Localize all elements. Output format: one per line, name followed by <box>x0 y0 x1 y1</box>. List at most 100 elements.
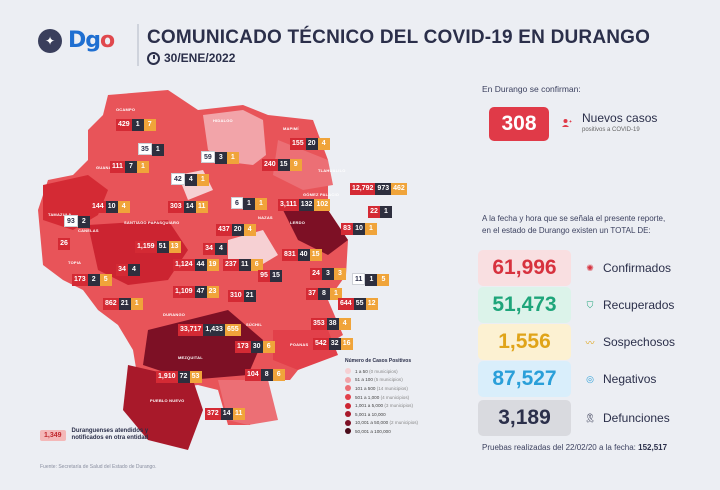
municipio-cases: 3,111 132 102 <box>278 193 331 211</box>
legend-row: 101 a 500 (14 municipios) <box>345 384 455 393</box>
legend-swatch <box>345 419 351 426</box>
active-cell: 15 <box>270 270 282 282</box>
out-of-state-note: 1,349 Duranguenses atendidos y notificad… <box>40 428 148 442</box>
municipio-cases: 59 3 1 <box>201 146 239 164</box>
legend-swatch <box>345 385 351 392</box>
legend-range: 1 a 50 <box>355 368 368 374</box>
legend-range: 5,001 a 10,000 <box>355 411 386 417</box>
active-cell: 32 <box>328 338 341 350</box>
stat-deaths: 3,189 🎗 Defunciones <box>478 400 703 436</box>
legend-row: 10,001 a 50,000 (2 municipios) <box>345 419 455 428</box>
stat-confirmed: 61,996 ✺ Confirmados <box>478 250 703 286</box>
stat-value: 87,527 <box>478 361 571 397</box>
municipio-cases: 144 10 4 <box>90 195 130 213</box>
stat-value: 3,189 <box>478 400 571 436</box>
confirmed-cell: 155 <box>290 138 306 150</box>
confirmed-cell: 303 <box>168 201 184 213</box>
deaths-cell: 11 <box>195 201 208 213</box>
confirmed-cell: 95 <box>258 270 270 282</box>
intro-line: A la fecha y hora que se señala el prese… <box>482 214 666 223</box>
confirmed-cell: 34 <box>116 264 128 276</box>
deaths-cell: 4 <box>243 224 256 236</box>
active-cell: 10 <box>353 223 365 235</box>
active-cell: 11 <box>238 259 251 271</box>
active-cell: 21 <box>118 298 131 310</box>
deaths-cell: 1 <box>365 223 377 235</box>
stat-recovered: 51,473 ⛉ Recuperados <box>478 287 703 323</box>
active-cell: 2 <box>77 216 90 228</box>
active-cell: 55 <box>353 298 366 310</box>
municipio-label: Guanaceví <box>96 165 122 170</box>
legend-row: 51 a 100 (5 municipios) <box>345 376 455 385</box>
legend-range: 101 a 500 <box>355 385 376 391</box>
deaths-cell: 3 <box>334 268 346 280</box>
stat-label: Sospechosos <box>603 335 676 349</box>
deaths-cell: 1 <box>330 288 342 300</box>
municipio-cases: 93 2 <box>64 210 90 228</box>
legend-range: 50,001 a 100,000 <box>355 428 391 434</box>
municipio-cases: 83 10 1 <box>341 217 377 235</box>
note-line: Duranguenses atendidos y <box>71 428 149 434</box>
stat-value: 61,996 <box>478 250 571 286</box>
legend-swatch <box>345 368 351 375</box>
ribbon-icon: 🎗 <box>584 412 596 423</box>
new-cases-value: 308 <box>489 107 549 141</box>
municipio-cases: 35 1 <box>138 138 164 156</box>
municipio-cases: 155 20 4 <box>290 132 330 150</box>
deaths-cell: 9 <box>289 159 302 171</box>
municipio-cases: 34 4 <box>203 237 227 255</box>
intro-line: en el estado de Durango existen un TOTAL… <box>482 226 651 235</box>
active-cell: 7 <box>124 161 137 173</box>
stat-label: Recuperados <box>603 298 675 312</box>
deaths-cell: 5 <box>377 274 390 286</box>
note-line: notificados en otra entidad <box>71 435 149 441</box>
legend-swatch <box>345 376 351 383</box>
confirmed-cell: 1,910 <box>156 371 178 383</box>
municipio-cases: 33,717 1,433 655 <box>178 318 241 336</box>
confirm-heading: En Durango se confirman: <box>482 84 581 94</box>
active-cell: 2 <box>87 274 100 286</box>
deaths-cell: 23 <box>206 286 219 298</box>
stat-label: Defunciones <box>603 411 670 425</box>
legend-note: (4 municipios) <box>380 394 410 400</box>
municipio-cases: 42 4 1 <box>171 168 209 186</box>
confirmed-cell: 1,124 <box>173 259 195 271</box>
durango-map: Ocampo Guanaceví Hidalgo Mapimí Tlahuali… <box>28 80 458 470</box>
confirmed-cell: 6 <box>231 197 243 209</box>
legend-note: (14 municipios) <box>376 385 408 391</box>
deaths-cell: 4 <box>317 138 330 150</box>
legend-range: 1,001 a 5,000 <box>355 403 384 409</box>
municipio-label: Nazas <box>258 215 273 220</box>
legend-row: 1 a 50 (0 municipios) <box>345 367 455 376</box>
map-legend: Número de Casos Positivos 1 a 50 (0 muni… <box>345 358 455 436</box>
deaths-cell: 4 <box>338 318 351 330</box>
confirmed-cell: 11 <box>352 273 366 285</box>
confirmed-cell: 33,717 <box>178 324 204 336</box>
confirmed-cell: 644 <box>338 298 354 310</box>
active-cell: 21 <box>243 290 256 302</box>
municipio-label: Tlahualilo <box>318 168 346 173</box>
confirmed-cell: 12,792 <box>350 183 376 195</box>
confirmed-cell: 1,109 <box>173 286 195 298</box>
municipio-cases: 1,159 51 13 <box>135 235 181 253</box>
active-cell: 3 <box>322 268 334 280</box>
active-cell: 4 <box>215 243 227 255</box>
legend-range: 501 a 1,000 <box>355 394 380 400</box>
municipio-label: Tamazula <box>48 212 72 217</box>
legend-row: 5,001 a 10,000 <box>345 410 455 419</box>
confirmed-cell: 144 <box>90 201 106 213</box>
confirmed-cell: 831 <box>282 249 298 261</box>
municipio-cases: 22 1 <box>368 200 392 218</box>
municipio-label: Súchil <box>246 322 263 327</box>
municipio-label: Ocampo <box>116 107 136 112</box>
deaths-cell: 15 <box>309 249 322 261</box>
municipio-label: Pueblo Nuevo <box>150 398 185 403</box>
source-footnote: Fuente: Secretaría de Salud del Estado d… <box>40 464 157 470</box>
municipio-cases: 237 11 6 <box>223 253 263 271</box>
page-title: COMUNICADO TÉCNICO DEL COVID-19 EN DURAN… <box>147 27 651 48</box>
legend-swatch <box>345 411 351 418</box>
active-cell: 72 <box>177 371 190 383</box>
municipio-cases: 95 15 <box>258 264 282 282</box>
active-cell: 38 <box>326 318 339 330</box>
tests-summary: Pruebas realizadas del 22/02/20 a la fec… <box>482 443 667 452</box>
